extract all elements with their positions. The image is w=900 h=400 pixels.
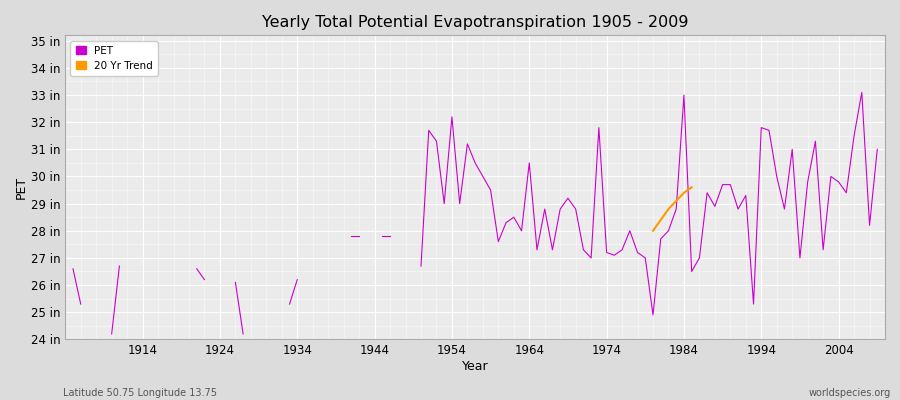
X-axis label: Year: Year [462, 360, 489, 373]
Title: Yearly Total Potential Evapotranspiration 1905 - 2009: Yearly Total Potential Evapotranspiratio… [262, 15, 688, 30]
Legend: PET, 20 Yr Trend: PET, 20 Yr Trend [70, 40, 158, 76]
Y-axis label: PET: PET [15, 176, 28, 199]
Text: Latitude 50.75 Longitude 13.75: Latitude 50.75 Longitude 13.75 [63, 388, 217, 398]
Text: worldspecies.org: worldspecies.org [809, 388, 891, 398]
